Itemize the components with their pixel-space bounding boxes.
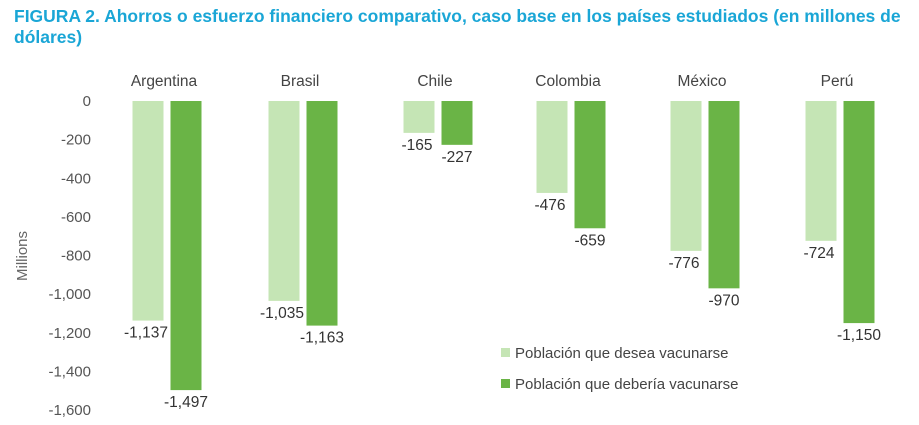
data-label: -1,163 (300, 330, 344, 347)
data-label: -1,150 (837, 327, 881, 344)
y-tick-label: -1,200 (48, 325, 91, 342)
data-label: -1,137 (124, 325, 168, 342)
data-label: -970 (708, 292, 739, 309)
bar-desea (670, 101, 702, 251)
data-label: -165 (401, 137, 432, 154)
category-label: México (677, 73, 726, 90)
y-tick-label: -1,000 (48, 286, 91, 303)
data-label: -1,497 (164, 394, 208, 411)
data-label: -724 (803, 245, 834, 262)
bar-deberia (843, 101, 875, 324)
y-tick-label: -800 (61, 248, 91, 265)
y-axis-label: Millions (14, 231, 31, 281)
bar-desea (536, 101, 568, 193)
bar-deberia (708, 101, 740, 289)
category-label: Argentina (131, 73, 198, 90)
bar-desea (403, 101, 435, 133)
data-label: -659 (574, 232, 605, 249)
y-tick-label: -400 (61, 170, 91, 187)
data-label: -1,035 (260, 305, 304, 322)
category-label: Brasil (281, 73, 320, 90)
bar-deberia (441, 101, 473, 145)
bar-deberia (306, 101, 338, 326)
legend-entry: Población que debería vacunarse (515, 376, 739, 393)
y-tick-label: -600 (61, 209, 91, 226)
category-label: Perú (821, 73, 854, 90)
bar-deberia (574, 101, 606, 229)
data-label: -227 (441, 149, 472, 166)
legend-entry: Población que desea vacunarse (515, 345, 729, 362)
y-tick-label: -1,600 (48, 402, 91, 419)
category-label: Colombia (535, 73, 601, 90)
bar-desea (805, 101, 837, 241)
y-tick-label: -1,400 (48, 363, 91, 380)
legend-swatch (501, 348, 510, 357)
bar-deberia (170, 101, 202, 391)
legend-swatch (501, 379, 510, 388)
y-tick-label: 0 (83, 93, 91, 110)
bar-desea (268, 101, 300, 301)
data-label: -476 (534, 197, 565, 214)
bar-desea (132, 101, 164, 321)
category-label: Chile (417, 73, 452, 90)
chart-title: FIGURA 2. Ahorros o esfuerzo financiero … (14, 6, 901, 47)
data-label: -776 (668, 255, 699, 272)
y-tick-label: -200 (61, 132, 91, 149)
